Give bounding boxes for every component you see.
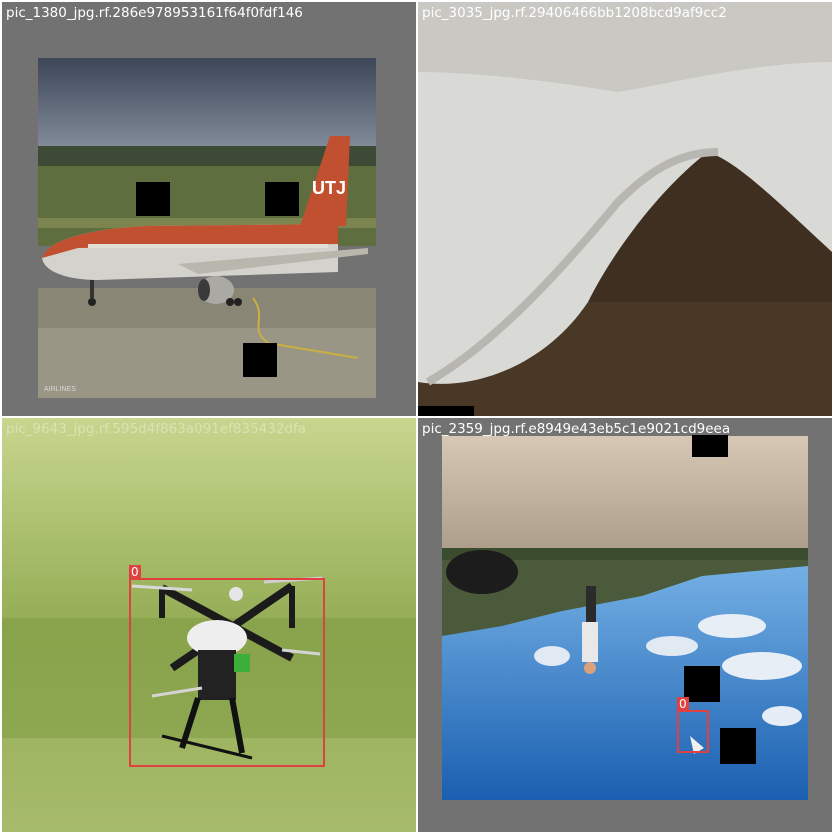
cutout-mask (265, 182, 299, 216)
mosaic-tile-beach: pic_2359_jpg.rf.e8949e43eb5c1e9021cd9eea (418, 418, 832, 832)
bbox-class-label: 0 (129, 565, 141, 579)
cutout-mask (243, 343, 277, 377)
airplane-photo: UTJ AIRLINES (38, 58, 376, 398)
cutout-mask (136, 182, 170, 216)
mosaic-tile-drone: pic_9643_jpg.rf.595d4f863a091ef835432dfa… (2, 418, 416, 832)
bounding-box: 0 (129, 565, 325, 767)
mosaic-tile-airplane: pic_1380_jpg.rf.286e978953161f64f0fdf146 (2, 2, 416, 416)
mosaic-tile-bird: pic_3035_jpg.rf.29406466bb1208bcd9af9cc2 (418, 2, 832, 416)
tile-caption: pic_1380_jpg.rf.286e978953161f64f0fdf146 (6, 5, 303, 21)
cutout-mask (692, 435, 728, 457)
tile-caption: pic_9643_jpg.rf.595d4f863a091ef835432dfa (6, 421, 307, 437)
svg-text:AIRLINES: AIRLINES (44, 386, 76, 393)
cutout-mask (684, 666, 720, 702)
bird-photo (418, 2, 832, 416)
bbox-class-label: 0 (677, 697, 689, 711)
cutout-mask (720, 728, 756, 764)
drone-photo (2, 418, 416, 832)
bounding-box: 0 (677, 697, 709, 753)
svg-text:UTJ: UTJ (312, 178, 346, 198)
tile-caption: pic_2359_jpg.rf.e8949e43eb5c1e9021cd9eea (422, 421, 731, 437)
beach-photo (442, 436, 808, 800)
tile-caption: pic_3035_jpg.rf.29406466bb1208bcd9af9cc2 (422, 5, 727, 21)
